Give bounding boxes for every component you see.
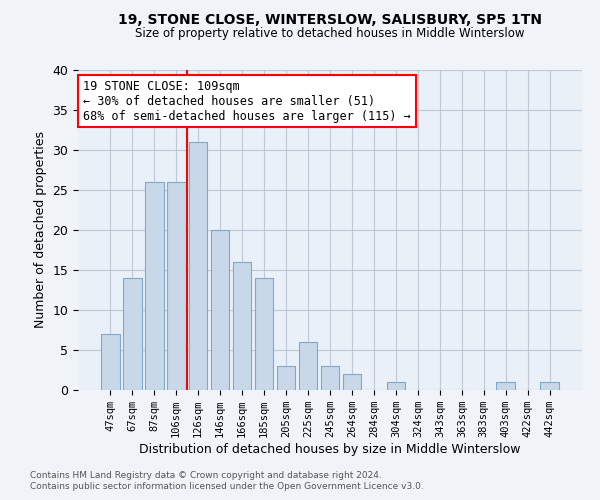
Bar [101,334,119,390]
Text: 19 STONE CLOSE: 109sqm
← 30% of detached houses are smaller (51)
68% of semi-det: 19 STONE CLOSE: 109sqm ← 30% of detached… [83,80,411,122]
Bar [145,182,164,390]
Bar [299,342,317,390]
Bar [189,142,208,390]
Bar [123,278,142,390]
Bar [167,182,185,390]
Text: Contains HM Land Registry data © Crown copyright and database right 2024.: Contains HM Land Registry data © Crown c… [30,471,382,480]
Text: Size of property relative to detached houses in Middle Winterslow: Size of property relative to detached ho… [135,28,525,40]
Bar [541,382,559,390]
Text: 19, STONE CLOSE, WINTERSLOW, SALISBURY, SP5 1TN: 19, STONE CLOSE, WINTERSLOW, SALISBURY, … [118,12,542,26]
Bar [233,262,251,390]
Bar [277,366,295,390]
Text: Distribution of detached houses by size in Middle Winterslow: Distribution of detached houses by size … [139,442,521,456]
Bar [255,278,274,390]
Bar [211,230,229,390]
Bar [320,366,340,390]
Text: Contains public sector information licensed under the Open Government Licence v3: Contains public sector information licen… [30,482,424,491]
Bar [496,382,515,390]
Y-axis label: Number of detached properties: Number of detached properties [34,132,47,328]
Bar [386,382,405,390]
Bar [343,374,361,390]
